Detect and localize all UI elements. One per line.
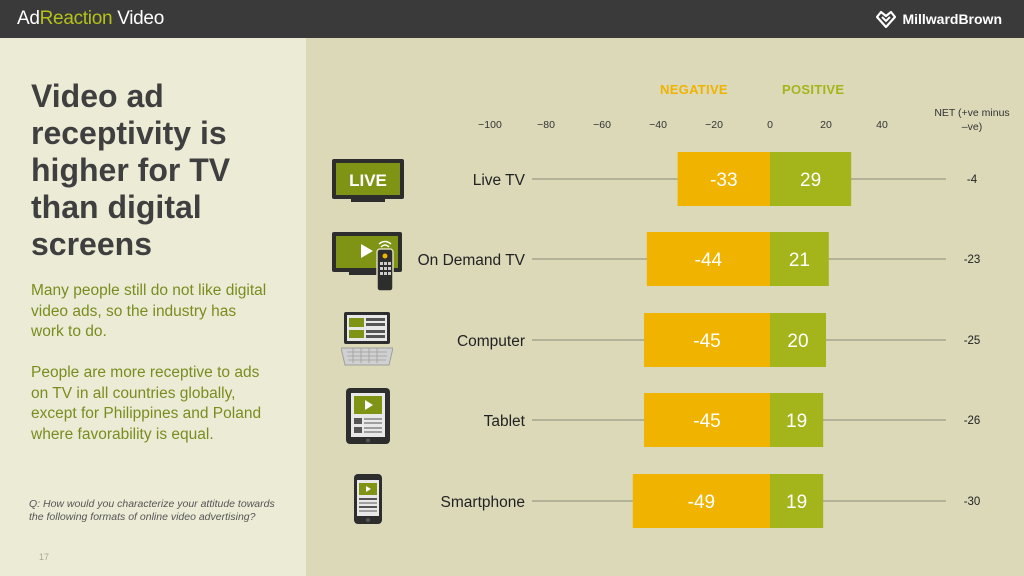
bar-positive-label: 29 bbox=[800, 170, 821, 191]
category-label: Computer bbox=[457, 333, 525, 350]
x-tick-label: 0 bbox=[767, 119, 773, 131]
category-label: Live TV bbox=[473, 172, 526, 189]
bar-positive-label: 19 bbox=[786, 411, 807, 432]
body-paragraph-1: Many people still do not like digital vi… bbox=[31, 282, 267, 340]
body-paragraph-2: People are more receptive to ads on TV i… bbox=[31, 364, 262, 443]
bar-positive bbox=[770, 393, 824, 447]
top-bar: AdReaction Video MillwardBrown bbox=[0, 0, 1024, 38]
net-value: -4 bbox=[967, 174, 978, 186]
x-tick-label: −60 bbox=[593, 119, 611, 131]
net-value: -26 bbox=[964, 415, 981, 427]
net-value: -23 bbox=[964, 254, 981, 266]
net-value: -25 bbox=[964, 335, 981, 347]
app-title-part-ad: Ad bbox=[17, 8, 40, 29]
bar-positive bbox=[770, 313, 826, 367]
bar-negative bbox=[677, 152, 770, 206]
x-tick-label: −100 bbox=[478, 119, 502, 131]
live-tv-icon: LIVE bbox=[332, 159, 404, 202]
bar-positive bbox=[770, 474, 824, 528]
legend-positive: POSITIVE bbox=[782, 82, 845, 97]
x-tick-label: −20 bbox=[705, 119, 723, 131]
net-value: -30 bbox=[964, 496, 981, 508]
app-title-part-video: Video bbox=[112, 8, 164, 29]
legend-negative: NEGATIVE bbox=[660, 82, 728, 97]
x-tick-label: −40 bbox=[649, 119, 667, 131]
category-label: On Demand TV bbox=[418, 252, 526, 269]
bar-negative-label: -45 bbox=[693, 331, 720, 352]
page-number: 17 bbox=[39, 552, 50, 562]
app-title: AdReaction Video bbox=[17, 8, 164, 30]
bar-positive bbox=[770, 152, 852, 206]
bar-negative bbox=[644, 393, 770, 447]
bar-negative-label: -49 bbox=[688, 492, 715, 513]
millwardbrown-logo-icon bbox=[876, 10, 897, 28]
bar-negative bbox=[632, 474, 770, 528]
bar-positive bbox=[770, 232, 829, 286]
live-tv-icon-text: LIVE bbox=[349, 171, 387, 190]
bar-negative-label: -44 bbox=[695, 250, 723, 271]
bar-positive-label: 20 bbox=[787, 331, 808, 352]
left-panel bbox=[0, 38, 306, 576]
x-tick-label: 20 bbox=[820, 119, 832, 131]
brand-logo: MillwardBrown bbox=[876, 10, 1002, 28]
bar-negative bbox=[646, 232, 770, 286]
category-label: Tablet bbox=[484, 413, 526, 430]
bar-negative bbox=[644, 313, 770, 367]
smartphone-icon bbox=[354, 474, 382, 524]
survey-question: Q: How would you characterize your attit… bbox=[29, 498, 275, 523]
app-title-part-reaction: Reaction bbox=[39, 8, 113, 29]
net-column-header: NET (+ve minus –ve) bbox=[934, 107, 1010, 133]
bar-negative-label: -33 bbox=[710, 170, 737, 191]
page-title: Video ad receptivity is higher for TV th… bbox=[31, 78, 231, 262]
on-demand-tv-icon bbox=[332, 232, 402, 292]
tablet-icon bbox=[346, 388, 390, 444]
computer-icon bbox=[341, 312, 393, 366]
x-tick-label: −80 bbox=[537, 119, 555, 131]
bar-positive-label: 19 bbox=[786, 492, 807, 513]
brand-name: MillwardBrown bbox=[902, 11, 1002, 27]
x-tick-label: 40 bbox=[876, 119, 888, 131]
bar-negative-label: -45 bbox=[693, 411, 720, 432]
category-label: Smartphone bbox=[441, 494, 525, 511]
bar-positive-label: 21 bbox=[789, 250, 810, 271]
